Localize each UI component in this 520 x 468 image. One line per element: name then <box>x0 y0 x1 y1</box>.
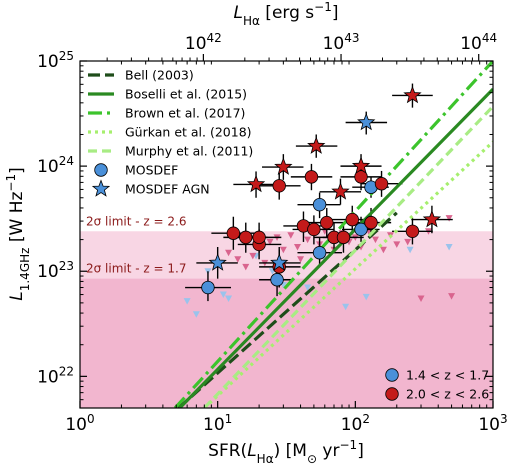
star-marker <box>307 136 326 154</box>
circle-marker <box>307 222 321 237</box>
relation-line-4 <box>203 140 493 408</box>
star-marker <box>274 157 293 175</box>
top-tick-label: 1042 <box>185 31 222 54</box>
data-points <box>201 85 442 295</box>
legend-label: Boselli et al. (2015) <box>125 87 247 102</box>
sigma-label-1: 2σ limit - z = 2.6 <box>86 214 186 228</box>
x-axis-title: SFR(LHα) [M⊙ yr−1] <box>208 438 364 466</box>
star-marker <box>351 156 371 174</box>
star-marker <box>357 112 376 131</box>
circle-marker <box>252 230 266 245</box>
upper-limit-marker <box>304 284 312 292</box>
legend-label: MOSDEF AGN <box>125 182 210 197</box>
circle-marker <box>336 230 351 245</box>
upper-limit-marker <box>417 295 425 303</box>
legend-label: 1.4 < z < 1.7 <box>406 368 489 383</box>
legend-label: MOSDEF <box>125 163 178 178</box>
star-marker <box>270 253 289 271</box>
circle-marker <box>354 170 368 184</box>
circle-marker <box>312 246 327 260</box>
circle-marker <box>272 179 286 193</box>
legend-label: 2.0 < z < 2.6 <box>406 387 489 402</box>
star-marker <box>331 182 350 200</box>
top-x-axis-title: LHα [erg s−1] <box>233 0 338 28</box>
upper-limit-marker <box>183 298 191 305</box>
upper-limit-marker <box>393 241 401 248</box>
upper-limit-marker <box>371 236 379 244</box>
x-tick-label: 102 <box>341 412 370 435</box>
x-tick-label: 100 <box>65 412 94 435</box>
y-axis-title: L1.4GHz [W Hz−1] <box>4 167 32 301</box>
upper-limit-marker <box>445 215 453 222</box>
star-marker <box>422 209 442 228</box>
star-marker <box>246 174 266 193</box>
upper-limit-marker <box>287 232 295 239</box>
legend-top: Bell (2003) Boselli et al. (2015) Brown et… <box>88 68 253 197</box>
y-tick-label: 1024 <box>37 154 74 177</box>
legend-circle-swatch <box>94 163 108 177</box>
circle-marker <box>320 215 334 230</box>
upper-limit-marker <box>362 293 370 301</box>
sigma-label-2: 2σ limit - z = 1.7 <box>86 262 186 276</box>
upper-limit-marker <box>404 238 412 246</box>
top-tick-label: 1044 <box>460 31 497 54</box>
circle-marker <box>345 212 359 227</box>
y-tick-label: 1025 <box>37 49 74 72</box>
legend-label: Murphy et al. (2011) <box>125 144 253 159</box>
legend-bottom: 1.4 < z < 1.7 2.0 < z < 2.6 <box>385 368 489 402</box>
upper-limit-marker <box>279 246 287 254</box>
circle-marker <box>270 273 284 287</box>
upper-limit-marker <box>293 244 301 251</box>
x-tick-label: 103 <box>478 412 507 435</box>
upper-limit-marker <box>297 256 305 263</box>
circle-marker <box>239 230 253 245</box>
axes: 100 101 102 103 1022 1023 1024 1025 1042 1043 1044 <box>37 31 508 435</box>
star-marker <box>403 85 422 104</box>
star-marker <box>208 253 227 271</box>
circle-marker <box>304 170 319 184</box>
circle-marker <box>201 280 215 295</box>
circle-marker <box>226 226 241 240</box>
upper-limit-marker <box>266 238 274 246</box>
upper-limit-marker <box>342 303 350 311</box>
y-tick-label: 1022 <box>37 364 74 387</box>
circle-marker <box>312 197 327 212</box>
circle-marker <box>364 215 378 230</box>
legend-label: Bell (2003) <box>125 68 194 83</box>
x-tick-label: 101 <box>203 412 232 435</box>
upper-limit-marker <box>448 293 456 300</box>
legend-label: Gürkan et al. (2018) <box>125 125 252 140</box>
y-tick-label: 1023 <box>37 259 74 282</box>
circle-marker <box>405 224 420 238</box>
sigma-limit-labels: 2σ limit - z = 2.6 2σ limit - z = 1.7 <box>86 214 186 275</box>
upper-limit-marker <box>379 246 387 254</box>
upper-limit-marker <box>219 291 227 299</box>
top-tick-label: 1043 <box>323 31 360 54</box>
upper-limit-marker <box>242 263 250 271</box>
upper-limit-marker <box>445 244 453 251</box>
relation-line-2 <box>178 88 493 408</box>
upper-limit-marker <box>225 295 233 303</box>
circle-marker <box>354 222 368 237</box>
circle-marker <box>374 177 389 191</box>
upper-limit-marker <box>225 249 233 257</box>
legend-circle-swatch <box>385 387 399 401</box>
upper-limit-marker <box>249 252 257 260</box>
upper-limit-marker <box>234 256 242 263</box>
upper-limit-marker <box>406 246 414 254</box>
legend-circle-swatch <box>385 368 399 382</box>
legend-star-swatch <box>91 179 111 197</box>
upper-limit-marker <box>192 311 200 318</box>
upper-limit-marker <box>304 236 312 244</box>
legend-label: Brown et al. (2017) <box>125 106 245 121</box>
